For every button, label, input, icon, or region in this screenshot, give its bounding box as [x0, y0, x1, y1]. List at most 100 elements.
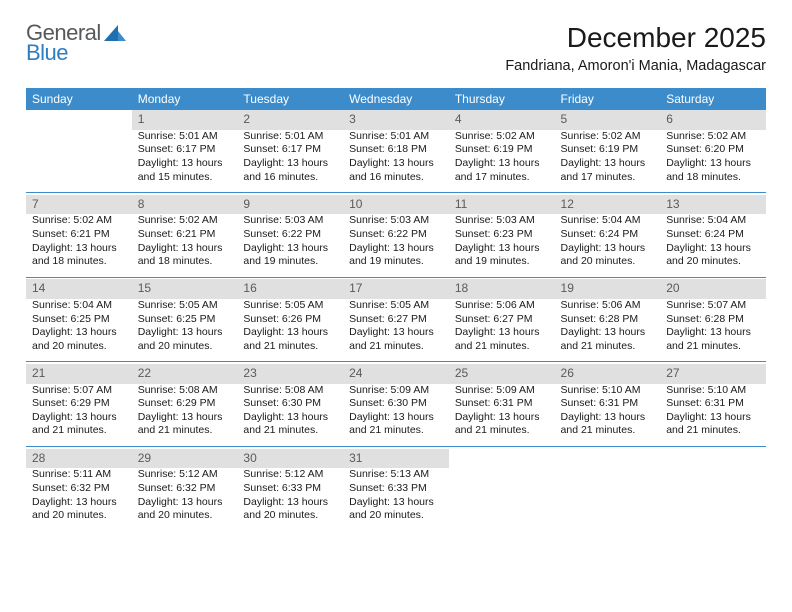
- day-number-cell: 16: [237, 279, 343, 299]
- day-number-cell: 14: [26, 279, 132, 299]
- sunrise-line: Sunrise: 5:01 AM: [138, 130, 232, 144]
- sunset-line: Sunset: 6:27 PM: [349, 313, 443, 327]
- day-cell: Sunrise: 5:05 AMSunset: 6:27 PMDaylight:…: [343, 299, 449, 362]
- day-cell: Sunrise: 5:02 AMSunset: 6:19 PMDaylight:…: [555, 130, 661, 193]
- title-block: December 2025 Fandriana, Amoron'i Mania,…: [505, 22, 766, 74]
- sunset-line: Sunset: 6:32 PM: [138, 482, 232, 496]
- day-number-cell: 30: [237, 449, 343, 469]
- day-number-cell: 23: [237, 364, 343, 384]
- weekday-header: Wednesday: [343, 88, 449, 110]
- day-cell: Sunrise: 5:03 AMSunset: 6:23 PMDaylight:…: [449, 214, 555, 277]
- day-content-row: Sunrise: 5:02 AMSunset: 6:21 PMDaylight:…: [26, 214, 766, 277]
- day-number-cell: 24: [343, 364, 449, 384]
- day-number-row: 78910111213: [26, 195, 766, 215]
- day-cell: Sunrise: 5:11 AMSunset: 6:32 PMDaylight:…: [26, 468, 132, 531]
- day-number-row: 14151617181920: [26, 279, 766, 299]
- day-number-cell: 17: [343, 279, 449, 299]
- day-cell: Sunrise: 5:02 AMSunset: 6:20 PMDaylight:…: [660, 130, 766, 193]
- day-number-cell: [660, 449, 766, 469]
- day-number-cell: 26: [555, 364, 661, 384]
- day-cell: Sunrise: 5:12 AMSunset: 6:32 PMDaylight:…: [132, 468, 238, 531]
- sunset-line: Sunset: 6:21 PM: [32, 228, 126, 242]
- sunset-line: Sunset: 6:19 PM: [561, 143, 655, 157]
- sunset-line: Sunset: 6:31 PM: [666, 397, 760, 411]
- day-cell: Sunrise: 5:08 AMSunset: 6:29 PMDaylight:…: [132, 384, 238, 447]
- day-number-cell: 10: [343, 195, 449, 215]
- sunset-line: Sunset: 6:25 PM: [138, 313, 232, 327]
- daylight-line: Daylight: 13 hours and 19 minutes.: [243, 242, 337, 269]
- sunset-line: Sunset: 6:31 PM: [561, 397, 655, 411]
- day-cell: Sunrise: 5:08 AMSunset: 6:30 PMDaylight:…: [237, 384, 343, 447]
- sunset-line: Sunset: 6:29 PM: [32, 397, 126, 411]
- day-number-cell: 13: [660, 195, 766, 215]
- sunrise-line: Sunrise: 5:09 AM: [349, 384, 443, 398]
- sunset-line: Sunset: 6:24 PM: [561, 228, 655, 242]
- sunset-line: Sunset: 6:27 PM: [455, 313, 549, 327]
- day-cell: [660, 468, 766, 531]
- daylight-line: Daylight: 13 hours and 21 minutes.: [349, 326, 443, 353]
- day-cell: Sunrise: 5:09 AMSunset: 6:30 PMDaylight:…: [343, 384, 449, 447]
- day-cell: Sunrise: 5:05 AMSunset: 6:25 PMDaylight:…: [132, 299, 238, 362]
- daylight-line: Daylight: 13 hours and 21 minutes.: [243, 411, 337, 438]
- sunrise-line: Sunrise: 5:04 AM: [32, 299, 126, 313]
- sunrise-line: Sunrise: 5:12 AM: [138, 468, 232, 482]
- sunrise-line: Sunrise: 5:02 AM: [138, 214, 232, 228]
- day-cell: Sunrise: 5:03 AMSunset: 6:22 PMDaylight:…: [237, 214, 343, 277]
- sunrise-line: Sunrise: 5:11 AM: [32, 468, 126, 482]
- sunrise-line: Sunrise: 5:06 AM: [561, 299, 655, 313]
- day-number-cell: 1: [132, 110, 238, 130]
- day-number-cell: 31: [343, 449, 449, 469]
- sunrise-line: Sunrise: 5:10 AM: [666, 384, 760, 398]
- sunrise-line: Sunrise: 5:01 AM: [349, 130, 443, 144]
- day-number-cell: [26, 110, 132, 130]
- weekday-header: Thursday: [449, 88, 555, 110]
- daylight-line: Daylight: 13 hours and 20 minutes.: [561, 242, 655, 269]
- day-number-cell: 22: [132, 364, 238, 384]
- day-number-cell: 21: [26, 364, 132, 384]
- daylight-line: Daylight: 13 hours and 18 minutes.: [138, 242, 232, 269]
- daylight-line: Daylight: 13 hours and 17 minutes.: [455, 157, 549, 184]
- weekday-header: Tuesday: [237, 88, 343, 110]
- day-cell: Sunrise: 5:02 AMSunset: 6:21 PMDaylight:…: [132, 214, 238, 277]
- day-cell: Sunrise: 5:01 AMSunset: 6:17 PMDaylight:…: [132, 130, 238, 193]
- logo-text: General Blue: [26, 22, 101, 64]
- daylight-line: Daylight: 13 hours and 21 minutes.: [32, 411, 126, 438]
- day-number-cell: 8: [132, 195, 238, 215]
- day-number-row: 28293031: [26, 449, 766, 469]
- daylight-line: Daylight: 13 hours and 21 minutes.: [243, 326, 337, 353]
- day-content-row: Sunrise: 5:01 AMSunset: 6:17 PMDaylight:…: [26, 130, 766, 193]
- daylight-line: Daylight: 13 hours and 19 minutes.: [455, 242, 549, 269]
- sunset-line: Sunset: 6:28 PM: [561, 313, 655, 327]
- sunrise-line: Sunrise: 5:02 AM: [561, 130, 655, 144]
- sunrise-line: Sunrise: 5:13 AM: [349, 468, 443, 482]
- day-number-cell: [449, 449, 555, 469]
- sunrise-line: Sunrise: 5:03 AM: [455, 214, 549, 228]
- day-number-cell: 18: [449, 279, 555, 299]
- daylight-line: Daylight: 13 hours and 20 minutes.: [32, 326, 126, 353]
- daylight-line: Daylight: 13 hours and 16 minutes.: [243, 157, 337, 184]
- sunset-line: Sunset: 6:33 PM: [243, 482, 337, 496]
- daylight-line: Daylight: 13 hours and 21 minutes.: [138, 411, 232, 438]
- daylight-line: Daylight: 13 hours and 20 minutes.: [138, 326, 232, 353]
- day-number-cell: 3: [343, 110, 449, 130]
- daylight-line: Daylight: 13 hours and 18 minutes.: [32, 242, 126, 269]
- sunset-line: Sunset: 6:26 PM: [243, 313, 337, 327]
- day-cell: Sunrise: 5:07 AMSunset: 6:29 PMDaylight:…: [26, 384, 132, 447]
- day-cell: [26, 130, 132, 193]
- sunrise-line: Sunrise: 5:06 AM: [455, 299, 549, 313]
- day-number-row: 21222324252627: [26, 364, 766, 384]
- sunrise-line: Sunrise: 5:08 AM: [243, 384, 337, 398]
- daylight-line: Daylight: 13 hours and 21 minutes.: [349, 411, 443, 438]
- daylight-line: Daylight: 13 hours and 15 minutes.: [138, 157, 232, 184]
- day-cell: Sunrise: 5:13 AMSunset: 6:33 PMDaylight:…: [343, 468, 449, 531]
- location-subtitle: Fandriana, Amoron'i Mania, Madagascar: [505, 58, 766, 74]
- day-number-cell: 5: [555, 110, 661, 130]
- day-cell: Sunrise: 5:06 AMSunset: 6:27 PMDaylight:…: [449, 299, 555, 362]
- sunrise-line: Sunrise: 5:04 AM: [666, 214, 760, 228]
- sunset-line: Sunset: 6:33 PM: [349, 482, 443, 496]
- calendar-table: Sunday Monday Tuesday Wednesday Thursday…: [26, 88, 766, 531]
- month-title: December 2025: [505, 22, 766, 54]
- sunset-line: Sunset: 6:29 PM: [138, 397, 232, 411]
- sunset-line: Sunset: 6:30 PM: [243, 397, 337, 411]
- daylight-line: Daylight: 13 hours and 21 minutes.: [455, 326, 549, 353]
